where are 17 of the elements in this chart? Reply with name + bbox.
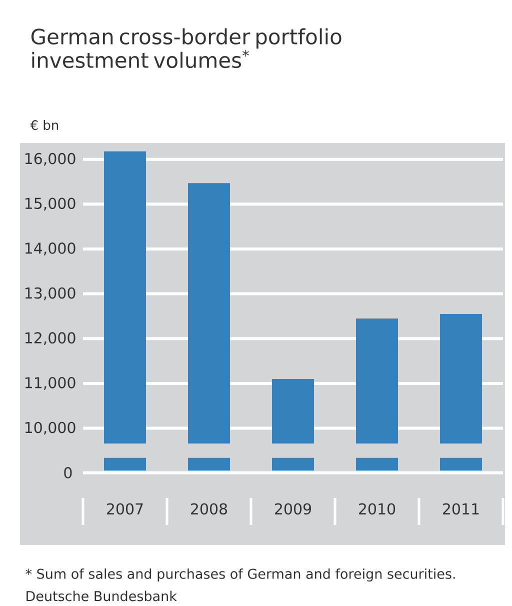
y-tick-label: 16,000 bbox=[25, 152, 76, 166]
y-tick-label: 10,000 bbox=[25, 422, 76, 435]
text: Deutsche Bundesbank bbox=[26, 590, 177, 602]
x-tick-label: 2011 bbox=[443, 503, 479, 515]
y-axis-title: € bn bbox=[30, 120, 58, 130]
chart-title: German cross-border portfolio investment volumes$^{*}$ bbox=[31, 28, 342, 68]
x-tick-label: 2007 bbox=[107, 503, 143, 515]
y-tick-label: 12,000 bbox=[25, 332, 76, 346]
x-tick-label: 2008 bbox=[191, 503, 228, 515]
y-tick-label: 11,000 bbox=[25, 377, 76, 390]
x-tick-label: 2009 bbox=[275, 503, 312, 515]
text: 0 bbox=[64, 467, 72, 478]
y-tick-label: 15,000 bbox=[25, 198, 76, 211]
text: * Sum of sales and purchases of German and foreign securities. bbox=[26, 568, 455, 582]
y-tick-label: 14,000 bbox=[25, 242, 76, 256]
x-tick-label: 2010 bbox=[359, 503, 396, 515]
y-tick-label: 13,000 bbox=[25, 287, 76, 300]
